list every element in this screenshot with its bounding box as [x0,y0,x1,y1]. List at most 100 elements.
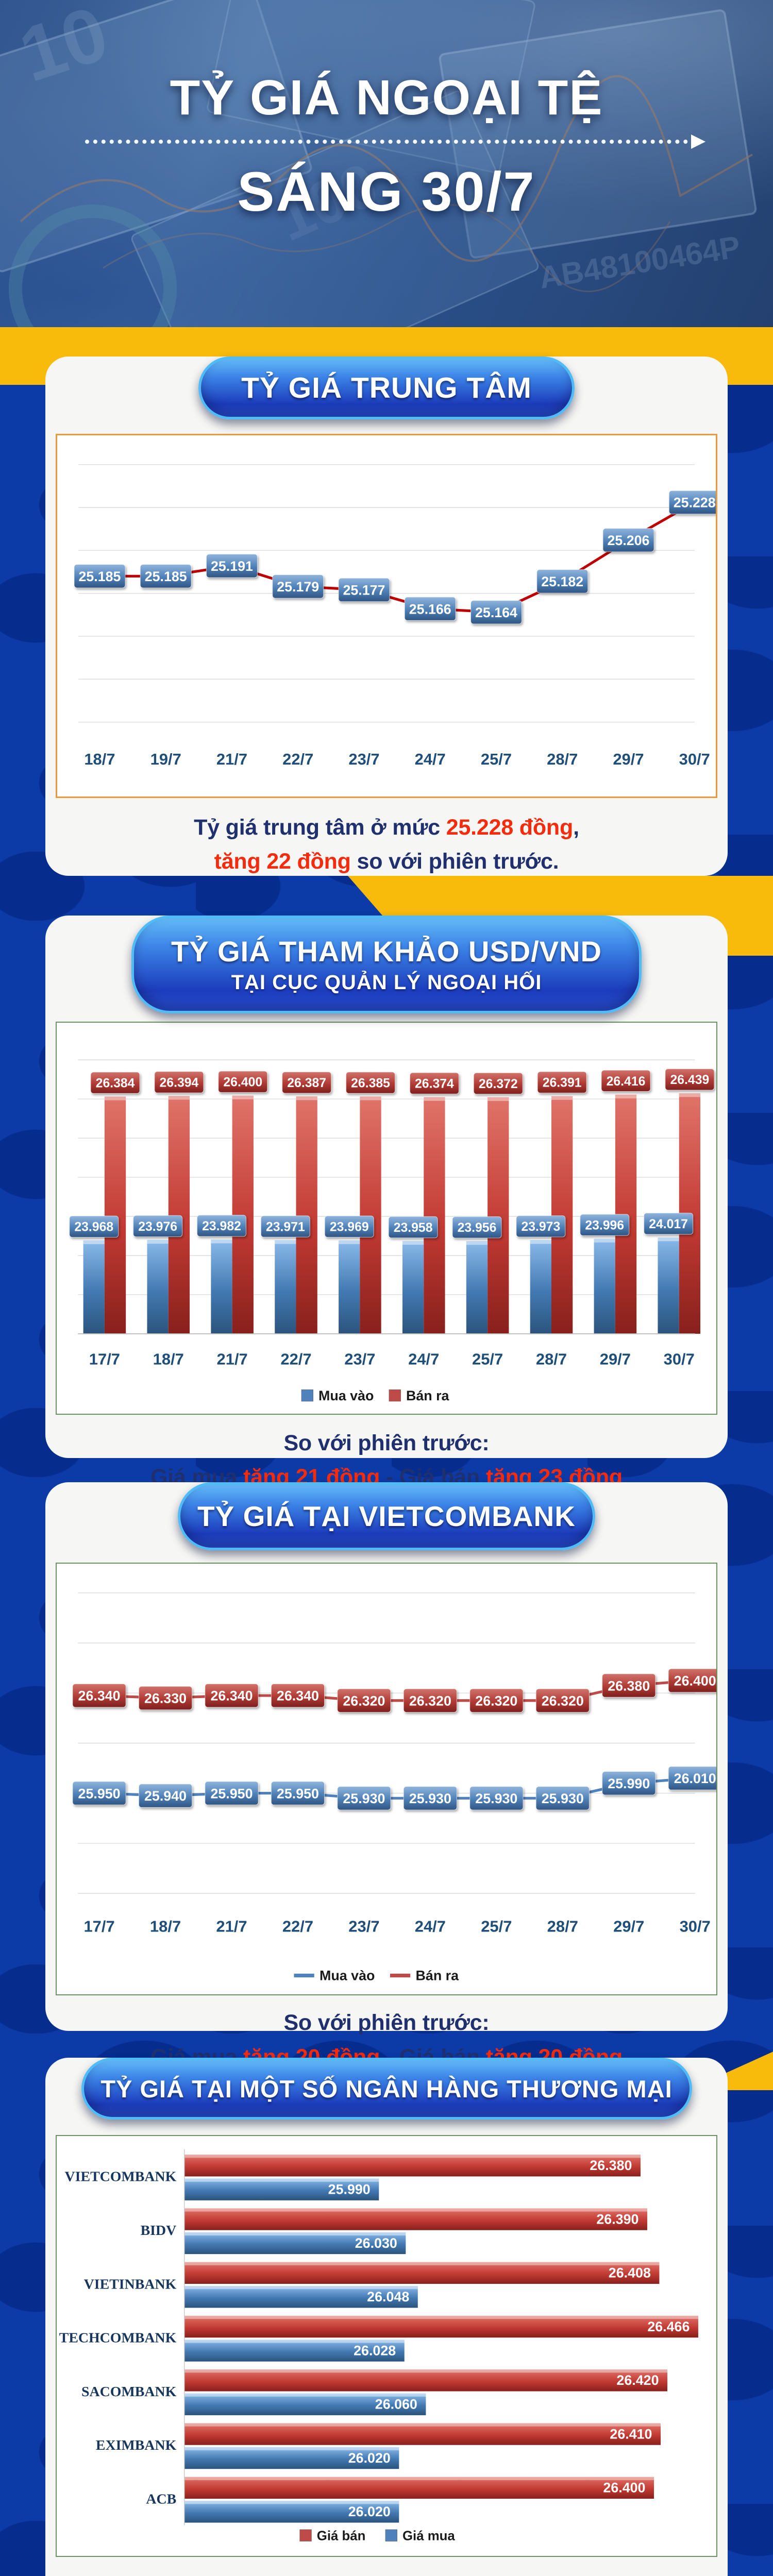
svg-text:25.990: 25.990 [328,2182,371,2197]
pill-title: TỶ GIÁ TẠI MỘT SỐ NGÂN HÀNG THƯƠNG MẠI [100,2075,673,2103]
sbv-reference-bar-chart: 23.968 26.384 17/7 23.976 26.394 18/7 23.982 26… [56,1022,717,1415]
svg-text:26.340: 26.340 [277,1688,319,1704]
svg-text:26.394: 26.394 [160,1076,199,1090]
svg-text:26.372: 26.372 [479,1077,518,1091]
svg-text:18/7: 18/7 [153,1350,184,1368]
svg-text:28/7: 28/7 [536,1350,567,1368]
svg-text:19/7: 19/7 [150,750,181,768]
svg-text:23.969: 23.969 [330,1221,369,1234]
central-rate-line-chart: 25.185 25.185 25.191 25.179 25.177 25.166 25.1… [56,434,717,798]
svg-text:25.930: 25.930 [475,1791,517,1806]
svg-text:29/7: 29/7 [600,1350,631,1368]
svg-text:EXIMBANK: EXIMBANK [96,2437,177,2453]
svg-text:Bán ra: Bán ra [406,1388,450,1403]
svg-text:22/7: 22/7 [282,1917,313,1935]
svg-text:Giá bán: Giá bán [317,2529,366,2544]
svg-text:26.048: 26.048 [367,2289,409,2304]
svg-text:BIDV: BIDV [141,2223,177,2239]
arrow-icon [691,134,705,149]
svg-text:23.976: 23.976 [138,1220,177,1234]
svg-text:26.060: 26.060 [375,2397,417,2412]
svg-text:25.950: 25.950 [78,1786,121,1801]
svg-text:25.166: 25.166 [409,601,451,617]
section-commercial-banks: TỶ GIÁ TẠI MỘT SỐ NGÂN HÀNG THƯƠNG MẠI V… [45,2058,728,2576]
dotted-arrow-divider [85,134,705,149]
svg-text:25.185: 25.185 [78,569,121,584]
svg-text:25.228: 25.228 [674,495,716,511]
svg-text:25.930: 25.930 [343,1791,385,1806]
svg-text:30/7: 30/7 [679,750,710,768]
page-title: TỶ GIÁ NGOẠI TỆ [170,70,603,125]
svg-text:22/7: 22/7 [280,1350,311,1368]
svg-text:29/7: 29/7 [613,1917,644,1935]
svg-text:23/7: 23/7 [348,1917,379,1935]
svg-text:25.950: 25.950 [210,1786,253,1801]
svg-text:26.010: 26.010 [674,1771,716,1786]
svg-text:25.990: 25.990 [608,1776,650,1791]
svg-text:TECHCOMBANK: TECHCOMBANK [59,2330,177,2346]
svg-text:25.950: 25.950 [277,1786,319,1801]
svg-text:30/7: 30/7 [664,1350,695,1368]
svg-text:24.017: 24.017 [649,1217,688,1231]
svg-text:26.340: 26.340 [78,1688,121,1704]
section-vietcombank: TỶ GIÁ TẠI VIETCOMBANK 26.340 26.330 26.34… [45,1482,728,2070]
svg-text:22/7: 22/7 [282,750,313,768]
svg-text:ACB: ACB [146,2491,176,2507]
hero-banner: 10 AB48100464P 100 TỶ GIÁ NGOẠI TỆ SÁNG … [0,0,773,327]
svg-text:26.385: 26.385 [351,1076,390,1090]
svg-text:23/7: 23/7 [348,750,379,768]
central-rate-note: Tỷ giá trung tâm ở mức 25.228 đồng, tăng … [194,815,579,874]
svg-text:25.930: 25.930 [409,1791,451,1806]
svg-text:26.416: 26.416 [607,1075,646,1089]
pill-title: TỶ GIÁ THAM KHẢO USD/VND [171,935,602,968]
svg-text:26.439: 26.439 [670,1073,710,1087]
svg-text:Mua vào: Mua vào [320,1968,375,1984]
svg-text:29/7: 29/7 [613,750,644,768]
svg-text:23.956: 23.956 [458,1221,497,1235]
svg-text:30/7: 30/7 [680,1917,711,1935]
section-pill-central-rate: TỶ GIÁ TRUNG TÂM [198,357,575,419]
svg-text:26.466: 26.466 [647,2319,690,2334]
commercial-banks-hbar-chart: VIETCOMBANK 26.380 25.990 BIDV 26.390 26.030 V… [56,2135,717,2557]
svg-text:26.384: 26.384 [96,1077,135,1091]
svg-text:26.320: 26.320 [542,1693,584,1708]
svg-text:25.185: 25.185 [145,569,187,584]
svg-text:28/7: 28/7 [547,1917,578,1935]
svg-text:21/7: 21/7 [217,1350,248,1368]
svg-text:VIETCOMBANK: VIETCOMBANK [65,2169,177,2185]
svg-text:26.387: 26.387 [287,1076,326,1090]
svg-text:25.179: 25.179 [277,579,319,595]
svg-text:26.380: 26.380 [608,1678,650,1693]
svg-text:24/7: 24/7 [415,1917,446,1935]
svg-text:VIETINBANK: VIETINBANK [84,2276,177,2292]
svg-text:26.410: 26.410 [610,2426,652,2442]
svg-text:26.400: 26.400 [674,1673,716,1689]
svg-text:25/7: 25/7 [481,1917,512,1935]
svg-text:17/7: 17/7 [83,1917,114,1935]
commercial-banks-note: Giá mua - bán USD tại phần lớn ngân hàng… [45,2570,728,2576]
svg-text:25.164: 25.164 [475,605,517,620]
svg-text:23.973: 23.973 [521,1220,560,1234]
svg-text:26.400: 26.400 [223,1076,262,1090]
svg-text:18/7: 18/7 [150,1917,181,1935]
pill-title: TỶ GIÁ TRUNG TÂM [241,371,532,404]
svg-text:23.996: 23.996 [585,1219,624,1233]
vietcombank-line-chart: 26.340 26.330 26.340 26.340 26.320 26.320 26.3… [56,1563,717,1996]
svg-text:26.030: 26.030 [355,2235,397,2251]
svg-text:28/7: 28/7 [547,750,578,768]
pill-title: TỶ GIÁ TẠI VIETCOMBANK [197,1500,576,1532]
section-pill-vietcombank: TỶ GIÁ TẠI VIETCOMBANK [178,1482,595,1550]
svg-text:24/7: 24/7 [408,1350,439,1368]
svg-text:23.958: 23.958 [394,1221,433,1235]
svg-text:24/7: 24/7 [415,750,446,768]
pill-subtitle: TẠI CỤC QUẢN LÝ NGOẠI HỐI [231,971,542,994]
svg-text:26.400: 26.400 [603,2480,645,2496]
svg-text:26.320: 26.320 [475,1693,517,1708]
svg-text:Giá mua: Giá mua [402,2529,455,2544]
svg-text:26.391: 26.391 [543,1076,582,1090]
svg-text:25.930: 25.930 [542,1791,584,1806]
svg-text:18/7: 18/7 [84,750,115,768]
svg-text:23.982: 23.982 [202,1219,241,1233]
svg-text:26.380: 26.380 [590,2158,632,2173]
